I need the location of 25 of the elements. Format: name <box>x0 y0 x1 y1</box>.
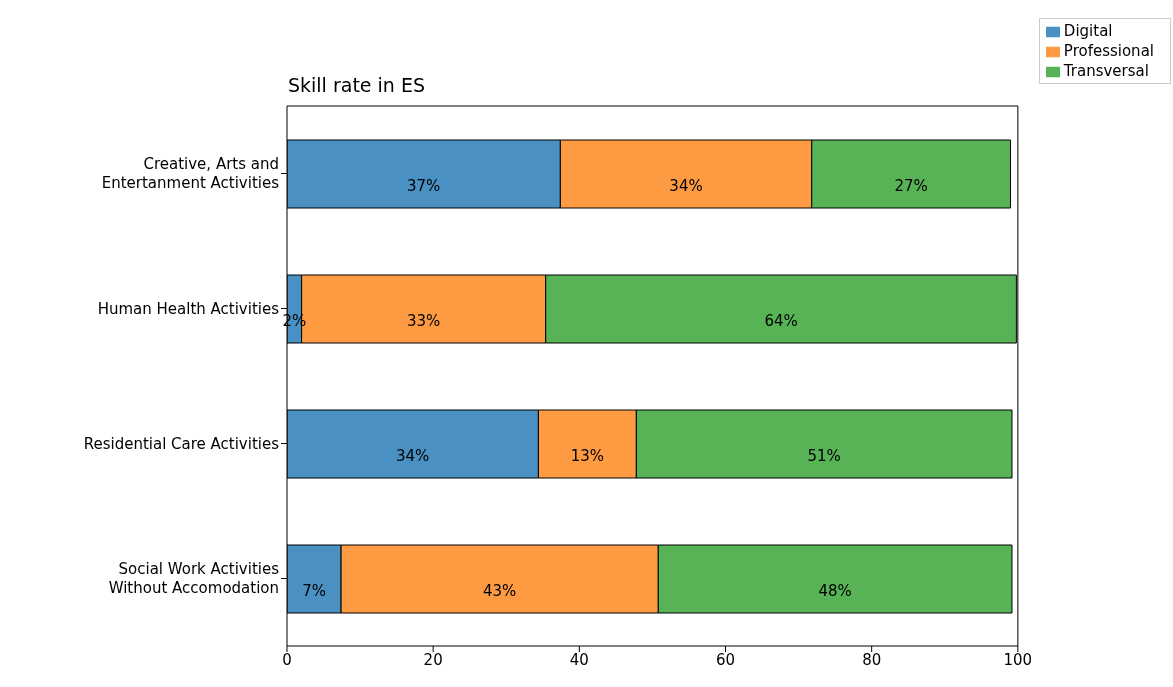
y-tick-label: Social Work Activities Without Accomodation <box>108 559 280 597</box>
x-tick-label: 0 <box>282 650 292 669</box>
y-tick-label: Human Health Activities <box>97 299 280 317</box>
data-label: 37% <box>407 177 441 195</box>
y-tick-label: Residential Care Activities <box>83 434 280 452</box>
data-label: 34% <box>396 447 430 465</box>
data-label: 27% <box>894 177 928 195</box>
data-label: 51% <box>807 447 841 465</box>
legend-label: Transversal <box>1063 62 1149 80</box>
x-tick-label: 100 <box>1003 650 1033 669</box>
legend-label: Digital <box>1063 22 1113 40</box>
legend-label: Professional <box>1063 42 1154 60</box>
data-label: 7% <box>302 582 326 600</box>
data-label: 64% <box>764 312 798 330</box>
x-tick-label: 60 <box>715 650 736 669</box>
x-tick-label: 80 <box>862 650 882 669</box>
x-tick-label: 20 <box>423 650 443 669</box>
data-label: 13% <box>570 447 605 465</box>
y-tick-label: Creative, Arts and Entertanment Activities <box>101 154 280 192</box>
data-label: 43% <box>483 582 517 600</box>
data-label: 48% <box>818 582 852 600</box>
x-tick-label: 40 <box>569 650 589 669</box>
data-label: 34% <box>669 177 703 195</box>
chart-title: Skill rate in ES <box>288 74 425 96</box>
data-label: 33% <box>407 312 441 330</box>
